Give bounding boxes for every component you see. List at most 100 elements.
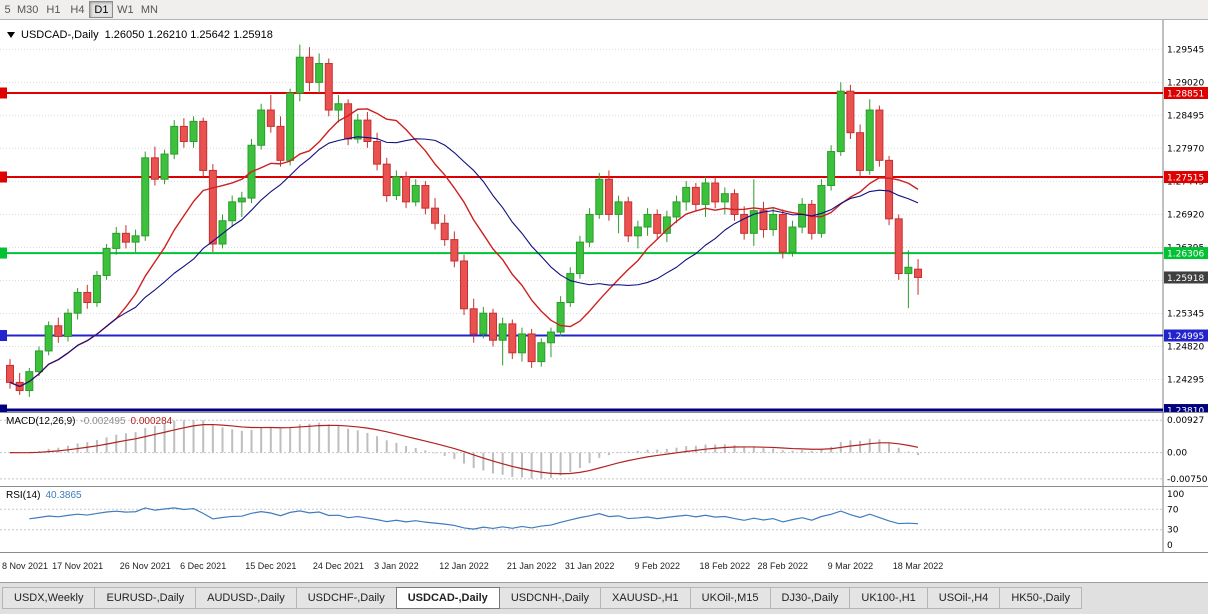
macd-histogram-bar	[356, 430, 359, 453]
candle-body	[856, 132, 865, 171]
macd-histogram-bar	[115, 434, 118, 453]
macd-histogram-bar	[347, 428, 350, 453]
timeframe-button-h1[interactable]: H1	[46, 3, 61, 16]
candle-body	[73, 291, 82, 314]
macd-histogram-bar	[520, 452, 523, 478]
candle-body	[749, 210, 758, 234]
timeframe-button-5[interactable]: 5	[4, 3, 11, 16]
candle-body	[778, 213, 787, 253]
level-price-badge-label: 1.23810	[1167, 407, 1204, 412]
macd-histogram-bar	[656, 449, 659, 453]
candle-body	[228, 201, 237, 222]
chart-tab-uk100-h1[interactable]: UK100-,H1	[849, 587, 928, 609]
candle-body	[324, 63, 333, 111]
macd-histogram-bar	[617, 452, 620, 454]
macd-histogram-bar	[859, 440, 862, 453]
timeframe-button-mn[interactable]: MN	[140, 3, 158, 16]
candle-body	[865, 109, 874, 171]
chart-tab-usdcnh-daily[interactable]: USDCNH-,Daily	[498, 587, 602, 609]
candle-body	[421, 185, 430, 209]
macd-panel[interactable]: 0.00927 0.00 -0.00750 MACD(12,26,9) -0.0024…	[0, 413, 1208, 487]
chart-tab-usdx-weekly[interactable]: USDX,Weekly	[2, 587, 96, 609]
macd-histogram-bar	[569, 452, 572, 473]
candle-body	[170, 125, 179, 155]
candle-body	[450, 239, 459, 262]
candle-body	[305, 56, 314, 83]
date-axis-label: 9 Feb 2022	[634, 561, 680, 571]
candle-body	[720, 193, 729, 203]
timeframe-button-d1[interactable]: D1	[89, 1, 114, 18]
chart-tab-audusd-daily[interactable]: AUDUSD-,Daily	[195, 587, 297, 609]
macd-histogram-bar	[463, 452, 466, 464]
candle-body	[112, 232, 121, 249]
macd-histogram-bar	[762, 448, 765, 453]
candle-body	[334, 103, 343, 111]
macd-histogram-bar	[414, 447, 417, 453]
macd-axis-label: 0.00	[1167, 449, 1187, 459]
macd-histogram-bar	[752, 446, 755, 453]
date-axis-label: 18 Feb 2022	[699, 561, 751, 571]
candle-body	[643, 213, 652, 228]
candle-body	[846, 90, 855, 134]
macd-histogram-bar	[327, 424, 330, 453]
macd-histogram-bar	[820, 449, 823, 453]
macd-histogram-bar	[878, 439, 881, 453]
candle-body	[382, 163, 391, 197]
candle-body	[431, 207, 440, 224]
macd-histogram-bar	[105, 437, 108, 453]
candle-body	[701, 182, 710, 205]
price-chart-panel[interactable]: 1.295451.290201.284951.279701.274451.269…	[0, 20, 1208, 413]
chart-tab-hk50-daily[interactable]: HK50-,Daily	[999, 587, 1082, 609]
rsi-value: 40.3865	[45, 490, 82, 501]
candle-body	[141, 157, 150, 237]
candle-body	[189, 120, 198, 142]
macd-histogram-bar	[221, 427, 224, 453]
chart-tab-dj30-daily[interactable]: DJ30-,Daily	[769, 587, 851, 609]
price-chart-canvas[interactable]: 1.295451.290201.284951.279701.274451.269…	[0, 20, 1208, 412]
macd-histogram-bar	[907, 451, 910, 453]
macd-histogram-bar	[269, 427, 272, 453]
candle-body	[121, 232, 130, 243]
candle-body	[769, 213, 778, 231]
candle-body	[353, 119, 362, 140]
macd-histogram-bar	[549, 452, 552, 478]
macd-histogram-bar	[781, 450, 784, 453]
macd-axis-label: 0.00927	[1167, 416, 1204, 426]
macd-histogram-bar	[772, 448, 775, 453]
rsi-canvas[interactable]: 100 70 30 0	[0, 487, 1208, 552]
price-axis-label: 1.25345	[1167, 310, 1204, 320]
candle-body	[585, 213, 594, 243]
rsi-panel[interactable]: 100 70 30 0 RSI(14) 40.3865	[0, 487, 1208, 553]
macd-histogram-bar	[260, 427, 263, 453]
timeframe-button-w1[interactable]: W1	[117, 3, 134, 16]
macd-histogram-bar	[434, 452, 437, 454]
macd-histogram-bar	[472, 452, 475, 469]
chart-tab-ukoil-m15[interactable]: UKOil-,M15	[689, 587, 771, 609]
macd-histogram-bar	[57, 447, 60, 453]
macd-histogram-bar	[559, 452, 562, 476]
macd-histogram-bar	[665, 448, 668, 453]
macd-histogram-bar	[897, 447, 900, 453]
chart-tab-usdchf-daily[interactable]: USDCHF-,Daily	[295, 587, 397, 609]
macd-histogram-bar	[453, 452, 456, 460]
timeframe-button-m30[interactable]: M30	[17, 3, 39, 16]
macd-label-row: MACD(12,26,9) -0.002495 0.000284	[6, 416, 172, 427]
date-axis-label: 15 Dec 2021	[245, 561, 297, 571]
macd-histogram-bar	[182, 420, 185, 453]
timeframe-button-h4[interactable]: H4	[70, 3, 85, 16]
chart-tab-usdcad-daily[interactable]: USDCAD-,Daily	[395, 587, 500, 609]
candle-body	[6, 364, 14, 383]
chart-tab-usoil-h4[interactable]: USOil-,H4	[926, 587, 1001, 609]
macd-histogram-bar	[888, 442, 891, 453]
chart-tab-eurusd-daily[interactable]: EURUSD-,Daily	[94, 587, 197, 609]
macd-histogram-bar	[250, 429, 253, 453]
macd-histogram-bar	[289, 426, 292, 453]
time-axis[interactable]: 8 Nov 2021 17 Nov 2021 26 Nov 2021 6 Dec 20…	[0, 553, 1208, 582]
chart-tab-xauusd-h1[interactable]: XAUUSD-,H1	[600, 587, 691, 609]
candle-body	[373, 140, 382, 165]
macd-histogram-bar	[791, 450, 794, 453]
macd-histogram-bar	[830, 446, 833, 453]
macd-canvas[interactable]: 0.00927 0.00 -0.00750	[0, 413, 1208, 486]
macd-histogram-bar	[173, 420, 176, 453]
